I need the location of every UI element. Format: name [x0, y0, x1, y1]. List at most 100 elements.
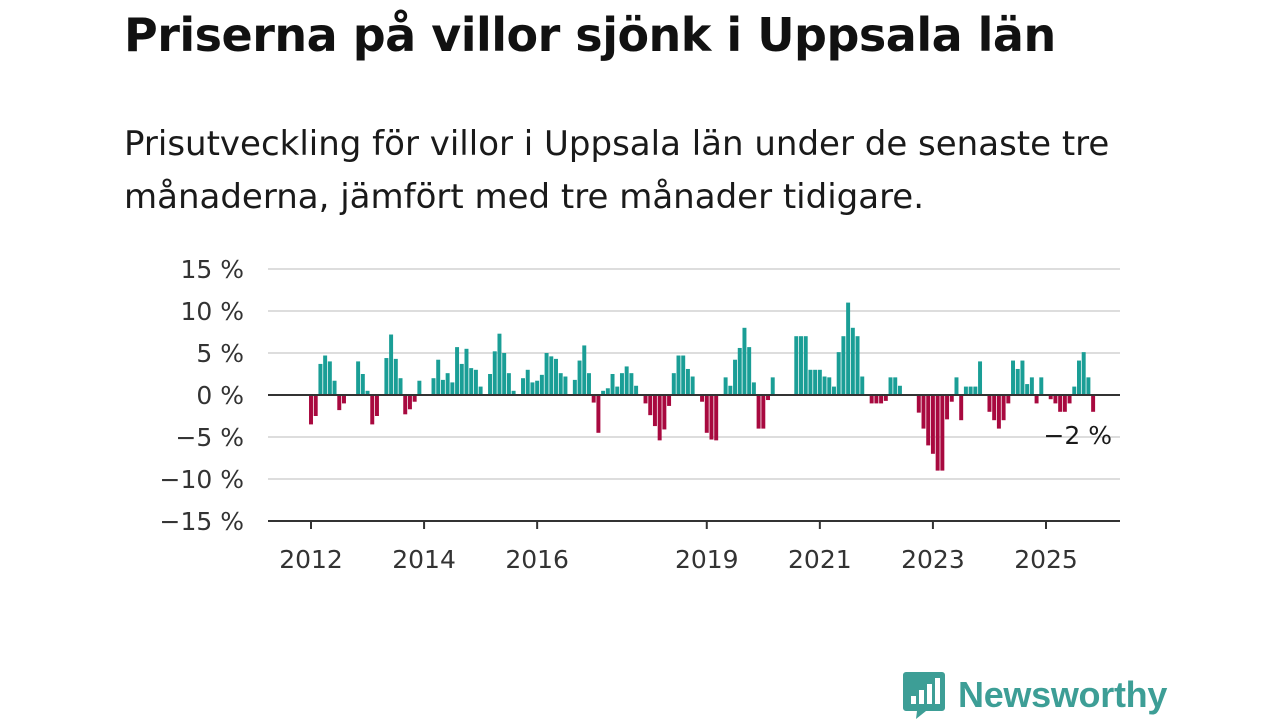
bar: [492, 351, 497, 395]
bar: [803, 336, 808, 395]
bars: [309, 302, 1096, 471]
bar: [610, 374, 615, 395]
y-tick-label: 0 %: [196, 381, 244, 410]
bar: [817, 369, 822, 395]
bar: [676, 355, 681, 395]
bar: [412, 395, 417, 402]
bar: [502, 353, 507, 395]
bar: [624, 366, 629, 395]
bar: [681, 355, 686, 395]
newsworthy-logo-icon: [903, 672, 945, 719]
bar: [629, 373, 634, 395]
bar: [827, 377, 832, 395]
x-tick-label: 2023: [901, 545, 965, 574]
bar: [309, 395, 313, 425]
bar: [1086, 377, 1091, 395]
tick-labels: 15 % 10 % 5 % 0 % −5 % −10 % −15 % 2012 2014 2016…: [160, 255, 1112, 574]
bar: [572, 379, 577, 395]
bar: [945, 395, 950, 420]
chart-subtitle: Prisutveckling för villor i Uppsala län …: [124, 124, 1110, 217]
bar: [700, 395, 705, 402]
bar: [643, 395, 648, 404]
x-tick-label: 2014: [392, 545, 456, 574]
bar: [596, 395, 601, 433]
x-tick-label: 2016: [505, 545, 569, 574]
bar: [313, 395, 318, 416]
bar: [370, 395, 375, 425]
bar: [1020, 360, 1025, 395]
bar: [544, 353, 549, 395]
bar: [940, 395, 945, 471]
y-tick-label: −5 %: [175, 423, 244, 452]
bar: [935, 395, 940, 471]
bar: [587, 373, 591, 395]
bar: [577, 360, 582, 395]
bar: [323, 355, 328, 395]
bar: [799, 336, 803, 395]
bar: [1058, 395, 1063, 412]
bar: [591, 395, 596, 403]
bar: [794, 336, 799, 395]
end-value-label: −2 %: [1043, 421, 1112, 450]
y-tick-label: 15 %: [180, 255, 244, 284]
bar: [337, 395, 342, 411]
bar: [436, 359, 441, 395]
bar: [888, 377, 893, 395]
bar: [1001, 395, 1006, 421]
bar: [987, 395, 992, 412]
bar: [605, 388, 610, 395]
bar: [1048, 395, 1053, 400]
newsworthy-logo[interactable]: Newsworthy: [902, 670, 1167, 720]
bar: [431, 378, 436, 395]
bar: [1077, 360, 1081, 395]
bar: [930, 395, 935, 454]
bar: [733, 359, 738, 395]
bar: [836, 352, 841, 395]
bar: [1091, 395, 1096, 412]
bar: [728, 385, 733, 395]
bar: [747, 347, 752, 395]
bar: [1053, 395, 1058, 404]
bar: [450, 382, 455, 395]
bar: [709, 395, 714, 440]
bar: [742, 327, 747, 395]
bar: [949, 395, 954, 402]
bar: [384, 358, 389, 395]
bar: [554, 358, 558, 395]
bar: [318, 363, 323, 395]
bar: [978, 361, 983, 395]
bar: [751, 382, 756, 395]
bar: [558, 373, 563, 395]
y-tick-label: 10 %: [180, 297, 244, 326]
bar: [723, 377, 728, 395]
bar: [539, 374, 544, 395]
bar: [671, 373, 676, 395]
bar: [407, 395, 412, 410]
bar: [714, 395, 719, 441]
bar: [417, 380, 422, 395]
gridlines: [268, 268, 1120, 480]
bar: [506, 373, 511, 395]
bar: [601, 390, 606, 395]
bar: [356, 361, 361, 395]
bar: [832, 386, 836, 395]
bar: [662, 395, 667, 430]
bar: [893, 377, 898, 395]
bar: [761, 395, 766, 429]
bar: [850, 327, 855, 395]
bar: [464, 348, 469, 395]
bar: [959, 395, 964, 421]
bar: [954, 377, 959, 395]
bar: [360, 374, 365, 395]
bar: [883, 395, 888, 401]
bar: [398, 378, 403, 395]
bar: [963, 386, 968, 395]
y-tick-label: −10 %: [160, 465, 244, 494]
bar: [445, 373, 450, 395]
bar: [846, 302, 851, 395]
bar: [737, 347, 742, 395]
bar: [992, 395, 997, 421]
bar: [615, 386, 620, 395]
